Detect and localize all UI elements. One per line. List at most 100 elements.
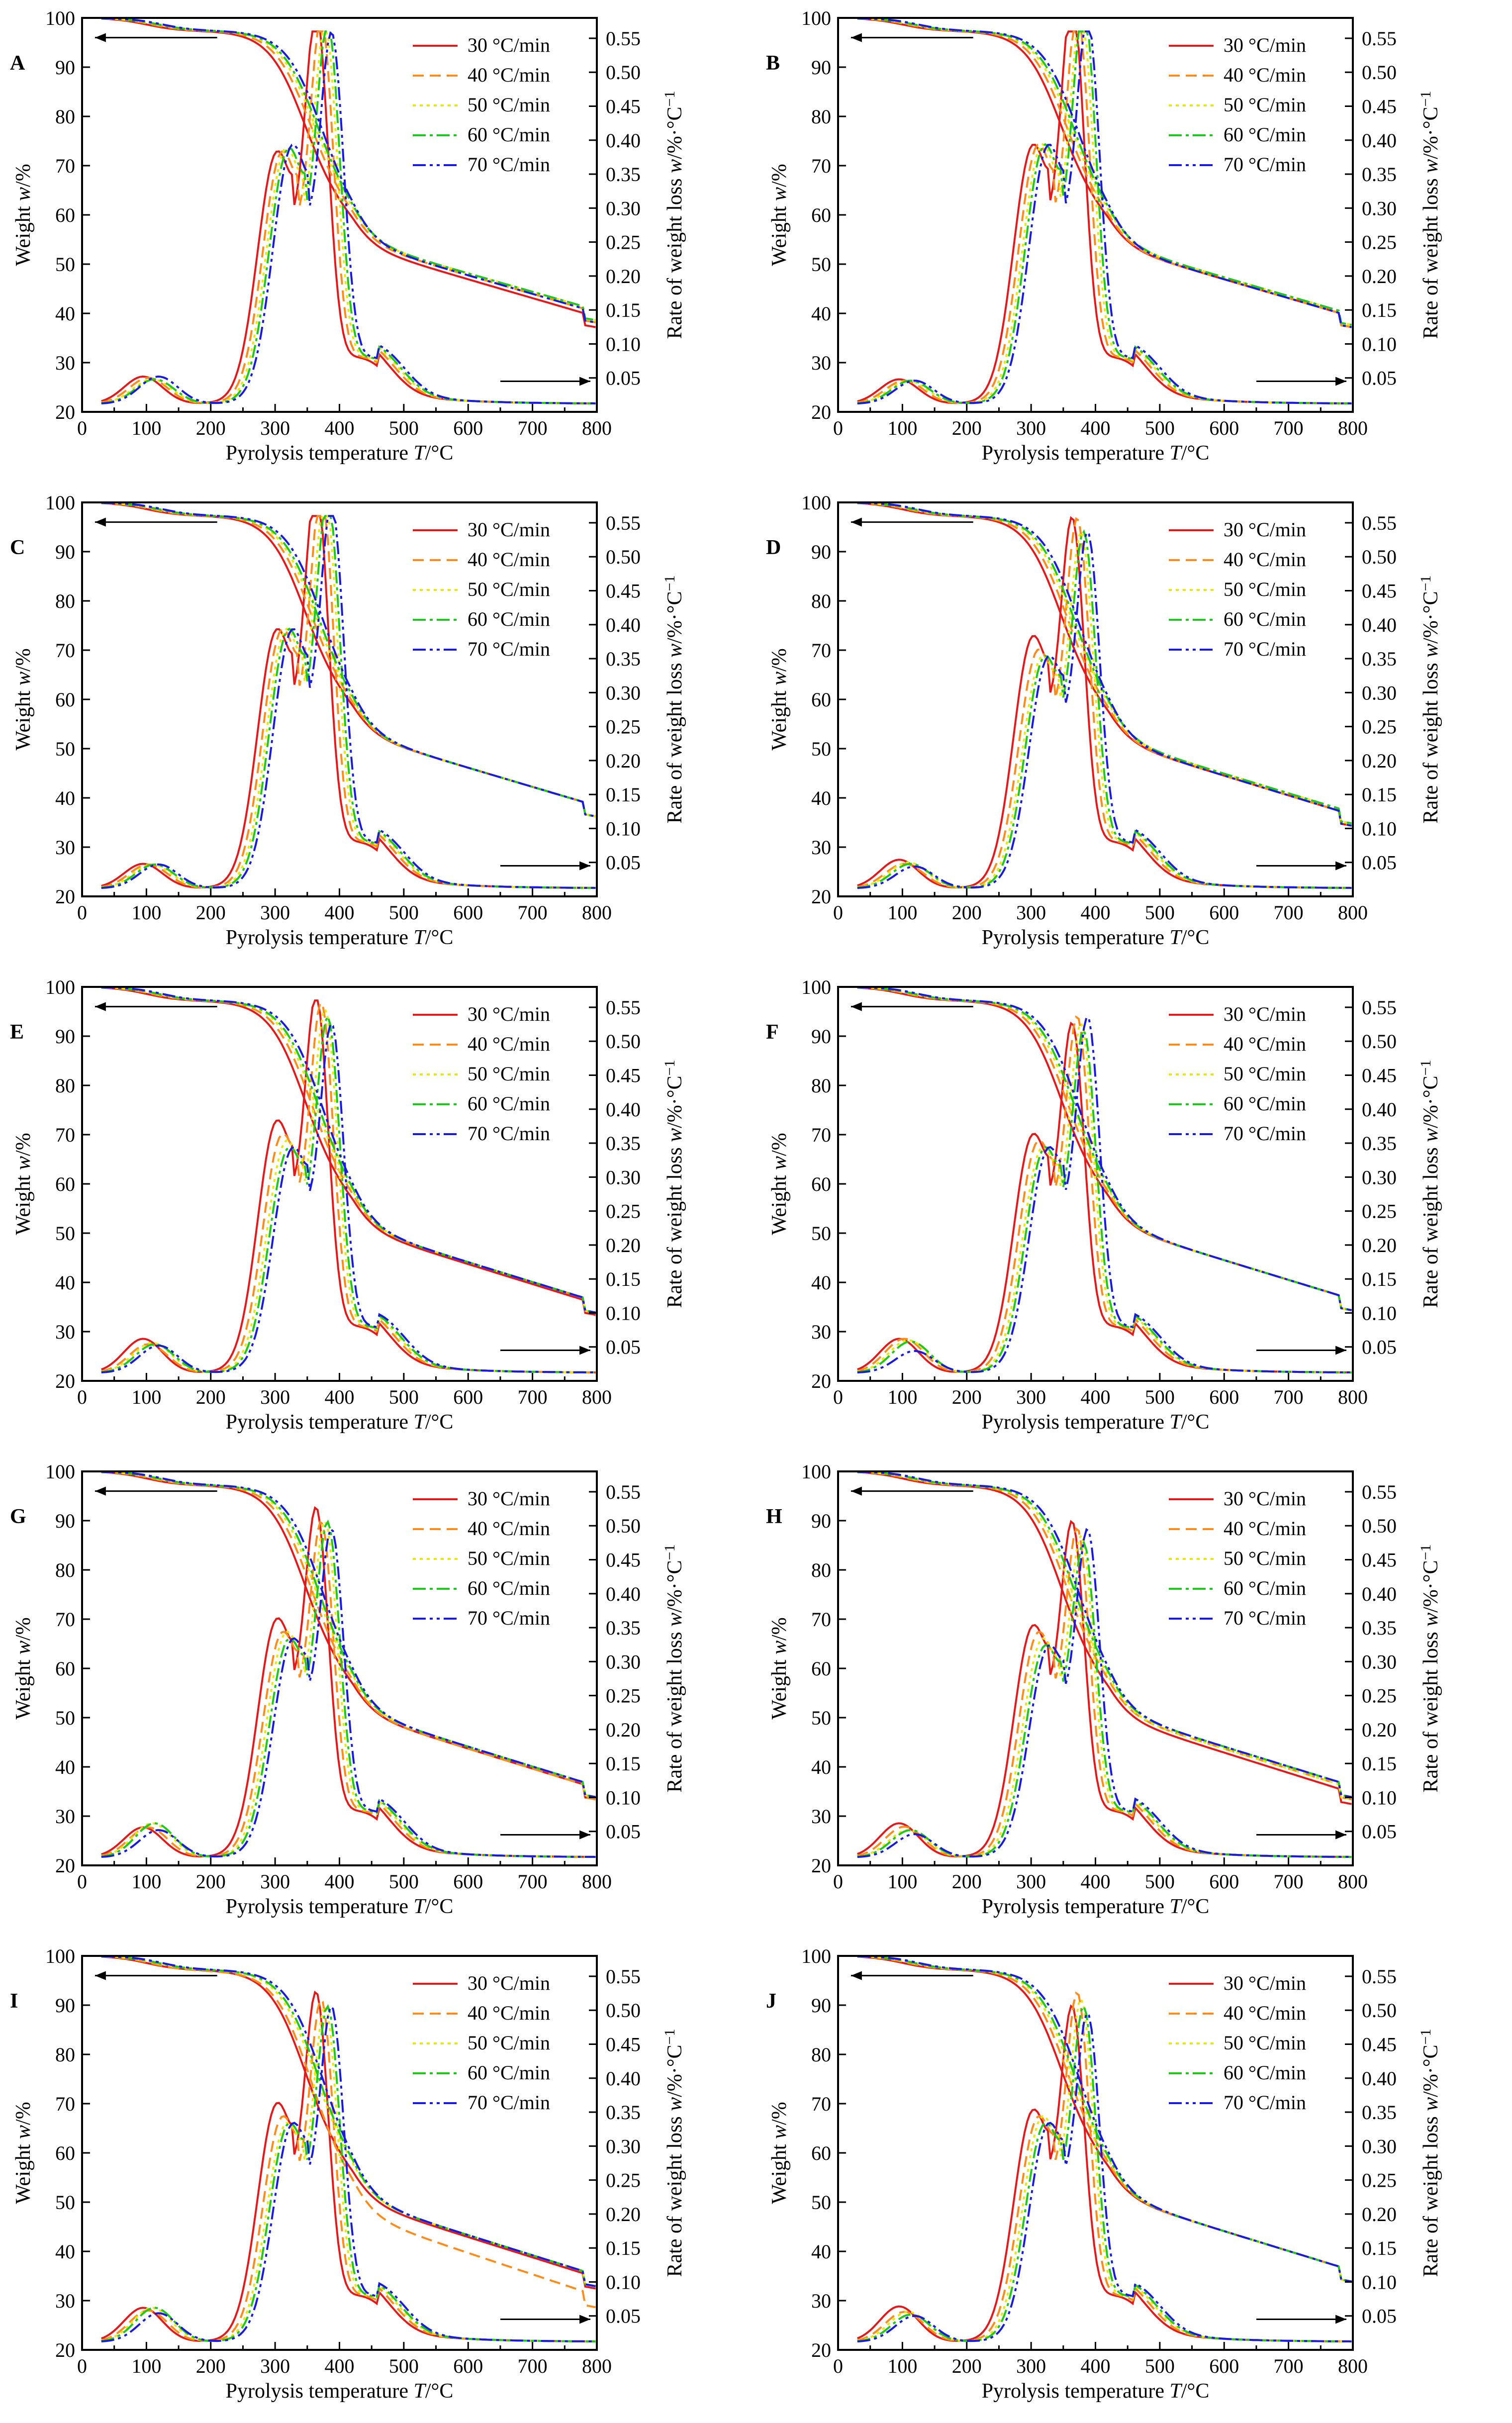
y-right-tick-label: 0.55 (1362, 1481, 1397, 1503)
y-right-tick-label: 0.40 (1362, 129, 1397, 152)
x-tick-label: 600 (453, 1386, 483, 1408)
tg-curve-1 (857, 1471, 1352, 1801)
x-tick-label: 300 (260, 2355, 290, 2377)
dtg-curve-4 (857, 1016, 1352, 1374)
dtg-curve-1 (101, 30, 596, 404)
dtg-curve-0 (857, 1520, 1352, 1858)
x-axis-label: Pyrolysis temperature T/°C (226, 442, 454, 465)
y-left-tick-label: 40 (55, 1271, 75, 1294)
dtg-curve-3 (101, 515, 596, 889)
x-tick-label: 700 (1274, 901, 1304, 924)
dtg-curve-4 (857, 1528, 1352, 1858)
y-right-tick-label: 0.30 (1362, 197, 1397, 219)
y-right-tick-label: 0.10 (1362, 333, 1397, 355)
y-left-tick-label: 30 (55, 1805, 75, 1828)
dtg-curve-2 (101, 30, 596, 404)
dtg-arrow-head (579, 861, 591, 871)
series-group (101, 987, 596, 1373)
y-left-tick-label: 70 (55, 639, 75, 662)
x-tick-label: 200 (952, 901, 982, 924)
y-left-tick-label: 40 (55, 2240, 75, 2263)
y-left-tick-label: 90 (55, 1994, 75, 2017)
y-right-tick-label: 0.35 (606, 1617, 641, 1639)
y-left-tick-label: 90 (811, 541, 831, 563)
y-left-axis-label: Weight w/% (12, 164, 35, 266)
y-left-axis-label: Weight w/% (12, 648, 35, 750)
x-tick-label: 600 (1209, 417, 1239, 439)
dtg-arrow-head (579, 1830, 591, 1840)
y-right-tick-label: 0.25 (1362, 1685, 1397, 1707)
y-right-tick-label: 0.55 (1362, 1965, 1397, 1988)
legend-label-3: 60 °C/min (1224, 1577, 1306, 1599)
x-tick-label: 300 (260, 901, 290, 924)
y-right-tick-label: 0.30 (606, 197, 641, 219)
tg-arrow-head (94, 1486, 106, 1496)
y-right-tick-label: 0.40 (1362, 614, 1397, 636)
x-tick-label: 300 (260, 1870, 290, 1893)
chart-panel-E: 0 100 200 300 400 500 600 700 800 20 30 40 50 60 70 80 9… (10, 976, 686, 1434)
y-left-tick-label: 70 (811, 155, 831, 177)
x-axis-label: Pyrolysis temperature T/°C (982, 926, 1210, 949)
y-right-tick-label: 0.20 (606, 1719, 641, 1741)
legend-label-0: 30 °C/min (1224, 1487, 1306, 1510)
y-right-tick-label: 0.25 (1362, 2169, 1397, 2192)
legend-label-1: 40 °C/min (468, 1033, 550, 1055)
dtg-arrow-head (579, 2315, 591, 2324)
tg-curve-4 (101, 1956, 596, 2287)
y-left-tick-label: 60 (55, 1173, 75, 1195)
y-left-tick-label: 40 (811, 302, 831, 325)
tg-curve-4 (857, 18, 1352, 328)
legend-label-1: 40 °C/min (468, 2002, 550, 2024)
tg-curve-0 (101, 1956, 596, 2290)
legend-label-1: 40 °C/min (1224, 64, 1306, 86)
y-right-tick-label: 0.50 (606, 546, 641, 568)
x-tick-label: 400 (1081, 2355, 1111, 2377)
y-right-tick-label: 0.30 (606, 1166, 641, 1188)
y-right-tick-label: 0.50 (1362, 1030, 1397, 1053)
tg-arrow-head (94, 517, 106, 527)
x-tick-label: 400 (325, 2355, 355, 2377)
series-group (857, 18, 1352, 404)
legend-label-0: 30 °C/min (1224, 1972, 1306, 1994)
legend-label-1: 40 °C/min (468, 1517, 550, 1540)
legend-label-3: 60 °C/min (1224, 2061, 1306, 2084)
x-tick-label: 0 (77, 417, 87, 439)
y-right-tick-label: 0.30 (1362, 1650, 1397, 1673)
legend-label-3: 60 °C/min (1224, 1092, 1306, 1115)
y-left-tick-label: 70 (55, 1608, 75, 1631)
y-right-tick-label: 0.30 (606, 681, 641, 704)
panel-letter: H (766, 1505, 782, 1528)
x-tick-label: 800 (1338, 901, 1368, 924)
y-right-tick-label: 0.20 (1362, 2203, 1397, 2226)
dtg-curve-2 (857, 529, 1352, 889)
y-right-tick-label: 0.15 (1362, 783, 1397, 806)
y-right-tick-label: 0.35 (606, 2101, 641, 2124)
y-left-tick-label: 70 (55, 1124, 75, 1146)
y-right-tick-label: 0.35 (606, 1132, 641, 1155)
x-tick-label: 600 (453, 1870, 483, 1893)
x-tick-label: 300 (1016, 417, 1046, 439)
y-right-tick-label: 0.30 (1362, 681, 1397, 704)
chart-panel-G: 0 100 200 300 400 500 600 700 800 20 30 40 50 60 70 80 9… (10, 1460, 686, 1918)
y-left-tick-label: 50 (55, 738, 75, 760)
panel-letter: F (766, 1021, 779, 1044)
x-tick-label: 0 (833, 1870, 843, 1893)
x-tick-label: 700 (518, 417, 548, 439)
x-tick-label: 500 (1145, 2355, 1175, 2377)
y-right-tick-label: 0.55 (606, 27, 641, 50)
tg-arrow-head (850, 1486, 862, 1496)
y-right-tick-label: 0.25 (606, 2169, 641, 2192)
y-left-tick-label: 50 (811, 1222, 831, 1245)
y-left-tick-label: 30 (55, 2290, 75, 2312)
legend-label-1: 40 °C/min (1224, 1517, 1306, 1540)
x-tick-label: 100 (887, 2355, 917, 2377)
tg-curve-1 (101, 1471, 596, 1801)
y-right-tick-label: 0.55 (606, 1965, 641, 1988)
x-axis-label: Pyrolysis temperature T/°C (982, 442, 1210, 465)
y-right-tick-label: 0.35 (1362, 2101, 1397, 2124)
dtg-curve-2 (857, 30, 1352, 404)
y-left-tick-label: 60 (811, 688, 831, 711)
y-right-tick-label: 0.15 (606, 783, 641, 806)
y-left-tick-label: 40 (811, 1756, 831, 1778)
y-right-tick-label: 0.25 (1362, 231, 1397, 254)
